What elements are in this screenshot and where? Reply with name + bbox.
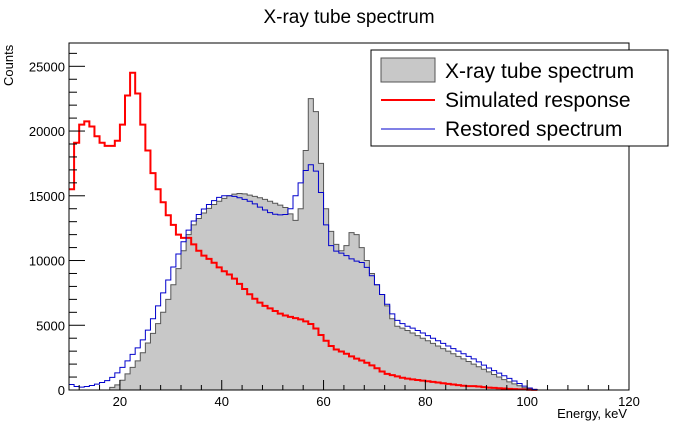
y-tick-label-20000: 20000 bbox=[29, 124, 65, 139]
legend: X-ray tube spectrum Simulated response R… bbox=[370, 49, 669, 147]
series-simulated-response bbox=[69, 71, 538, 391]
legend-swatch-xray bbox=[380, 57, 436, 83]
x-tick-label-120: 120 bbox=[618, 394, 640, 409]
y-tick-label-15000: 15000 bbox=[29, 189, 65, 204]
legend-label-simulated: Simulated response bbox=[445, 89, 631, 112]
x-axis-label: Energy, keV bbox=[557, 406, 627, 421]
x-tick-label-20: 20 bbox=[113, 394, 127, 409]
legend-entry-xray: X-ray tube spectrum bbox=[380, 57, 634, 83]
ticks-layer: 20 40 60 80 100 120 0 5000 10000 15000 20000 25000 bbox=[29, 52, 640, 409]
x-tick-label-60: 60 bbox=[316, 394, 330, 409]
series-restored-spectrum bbox=[69, 164, 538, 390]
plot-frame bbox=[68, 42, 630, 391]
x-tick-label-80: 80 bbox=[418, 394, 432, 409]
legend-label-xray: X-ray tube spectrum bbox=[445, 60, 634, 83]
y-tick-label-10000: 10000 bbox=[29, 254, 65, 269]
legend-label-restored: Restored spectrum bbox=[445, 118, 622, 141]
x-tick-label-100: 100 bbox=[516, 394, 538, 409]
y-tick-label-5000: 5000 bbox=[36, 318, 65, 333]
chart-title: X-ray tube spectrum bbox=[263, 7, 434, 28]
y-tick-label-25000: 25000 bbox=[29, 59, 65, 74]
y-axis-label: Counts bbox=[1, 44, 16, 86]
legend-entry-restored: Restored spectrum bbox=[381, 118, 622, 141]
y-tick-label-0: 0 bbox=[58, 383, 65, 398]
series-layer bbox=[69, 71, 538, 391]
legend-entry-simulated: Simulated response bbox=[381, 89, 631, 112]
x-tick-label-40: 40 bbox=[214, 394, 228, 409]
